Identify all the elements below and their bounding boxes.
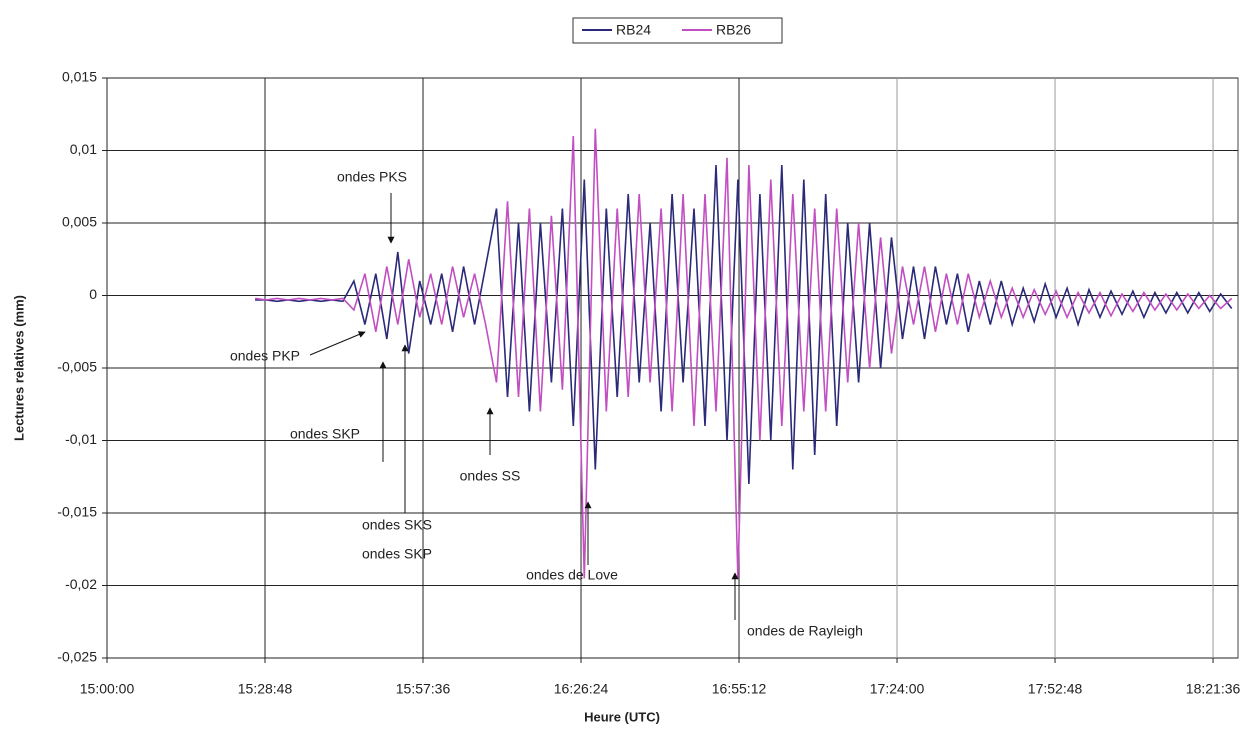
annotation: ondes SS: [460, 468, 521, 484]
x-tick-label: 17:24:00: [870, 681, 925, 697]
y-tick-label: -0,01: [65, 431, 97, 447]
y-tick-label: -0,005: [57, 359, 97, 375]
annotation: ondes SKP: [290, 426, 360, 442]
annotation: ondes SKP: [362, 546, 432, 562]
series-line: [255, 164, 1233, 485]
y-tick-label: -0,025: [57, 649, 97, 665]
annotation: ondes de Love: [526, 567, 618, 583]
y-tick-label: -0,015: [57, 504, 97, 520]
x-axis-title: Heure (UTC): [584, 709, 660, 724]
x-tick-label: 17:52:48: [1028, 681, 1083, 697]
x-tick-label: 15:00:00: [80, 681, 135, 697]
x-tick-label: 16:55:12: [712, 681, 767, 697]
annotation: ondes PKP: [230, 348, 300, 364]
annotation: ondes de Rayleigh: [747, 623, 863, 639]
series-line: [254, 128, 1233, 579]
annotation: ondes SKS: [362, 517, 432, 533]
legend-label: RB26: [716, 22, 751, 38]
y-tick-label: 0,005: [62, 214, 97, 230]
legend-label: RB24: [616, 22, 651, 38]
x-tick-label: 15:28:48: [238, 681, 293, 697]
y-tick-label: -0,02: [65, 576, 97, 592]
y-tick-label: 0: [89, 286, 97, 302]
annotation: ondes PKS: [337, 169, 407, 185]
x-tick-label: 18:21:36: [1186, 681, 1241, 697]
y-axis-title: Lectures relatives (mm): [11, 295, 26, 441]
y-tick-label: 0,015: [62, 69, 97, 85]
annotation-arrow: [309, 331, 366, 356]
x-tick-label: 15:57:36: [396, 681, 451, 697]
x-tick-label: 16:26:24: [554, 681, 609, 697]
y-tick-label: 0,01: [70, 141, 97, 157]
